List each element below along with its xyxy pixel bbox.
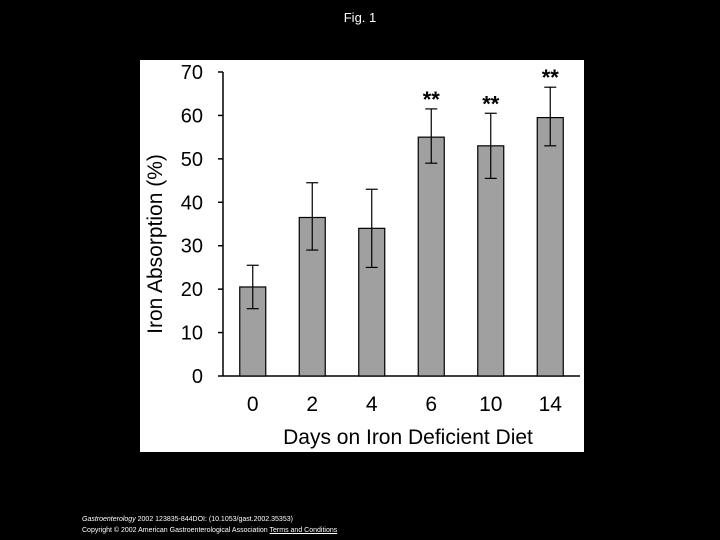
x-tick-label: 0 [247,393,259,416]
citation-rest: 2002 123835-844DOI: (10.1053/gast.2002.3… [135,516,293,523]
y-tick-label: 20 [181,279,203,301]
y-tick-label: 50 [181,149,203,171]
bar-chart: Iron Absorption (%) Days on Iron Deficie… [144,62,580,449]
bar [477,145,505,377]
x-tick-label: 4 [366,393,378,416]
y-tick-label: 40 [181,192,203,214]
copyright-line: Copyright © 2002 American Gastroenterolo… [82,525,337,536]
footer: Gastroenterology 2002 123835-844DOI: (10… [82,514,337,536]
y-tick-label: 0 [192,366,203,388]
x-tick-label: 14 [539,393,563,416]
y-axis-label: Iron Absorption (%) [144,154,167,334]
y-axis-title-group: Iron Absorption (%) [144,154,167,334]
citation-line: Gastroenterology 2002 123835-844DOI: (10… [82,514,337,525]
y-tick-label: 60 [181,105,203,127]
bar [358,227,386,377]
bar [298,216,326,377]
bar [536,116,564,377]
terms-link[interactable]: Terms and Conditions [269,527,338,534]
y-tick-label: 70 [181,62,203,84]
citation-journal: Gastroenterology [82,516,136,523]
x-axis-label: Days on Iron Deficient Diet [283,426,533,449]
plot-area: 0 10 20 30 40 50 60 70 0 2 4 ** 6 ** 10 ** 14 [181,62,580,416]
bar [417,136,445,377]
figure-title: Fig. 1 [343,10,377,25]
chart-panel: Iron Absorption (%) Days on Iron Deficie… [140,60,584,452]
significance-marker: ** [482,91,500,116]
x-tick-label: 10 [479,393,502,416]
x-tick-label: 6 [425,393,437,416]
y-tick-label: 10 [181,323,203,345]
significance-marker: ** [423,87,441,112]
significance-marker: ** [542,65,560,90]
copyright-text: Copyright © 2002 American Gastroenterolo… [82,527,268,534]
x-tick-label: 2 [306,393,318,416]
y-tick-label: 30 [181,236,203,258]
